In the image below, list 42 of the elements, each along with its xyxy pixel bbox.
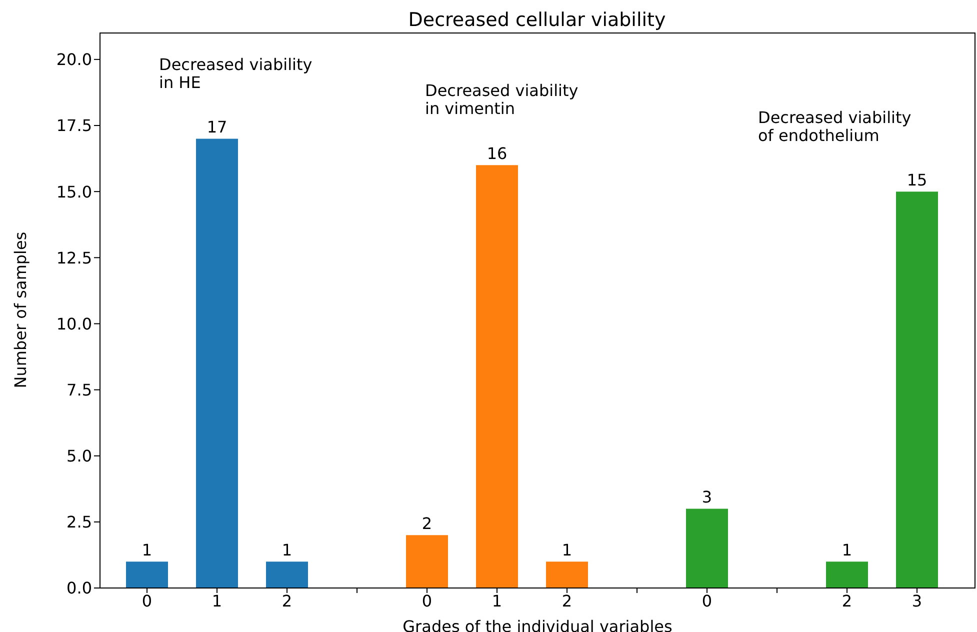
bar xyxy=(266,562,308,588)
data-label: 17 xyxy=(206,118,228,137)
data-label: 15 xyxy=(906,170,928,190)
x-tick-label: 1 xyxy=(212,591,222,610)
annotation: Decreased viability of endothelium xyxy=(758,108,912,145)
bar xyxy=(126,562,168,588)
x-tick-label: 0 xyxy=(142,591,152,610)
x-tick-label: 0 xyxy=(422,591,432,610)
y-tick-label: 10.0 xyxy=(56,314,92,334)
chart-title: Decreased cellular viability xyxy=(408,9,666,31)
data-label: 1 xyxy=(842,540,852,560)
y-tick-label: 15.0 xyxy=(56,182,92,202)
x-tick-label: 2 xyxy=(842,591,852,610)
y-tick-label: 20.0 xyxy=(56,50,92,70)
bar xyxy=(196,138,238,588)
bar xyxy=(476,165,518,588)
x-tick-label: 1 xyxy=(492,591,502,610)
y-tick-label: 5.0 xyxy=(66,446,92,466)
bar xyxy=(896,192,938,588)
data-label: 3 xyxy=(702,488,712,507)
x-tick-label: 2 xyxy=(282,591,292,610)
y-tick-label: 2.5 xyxy=(66,512,92,532)
y-axis-title: Number of samples xyxy=(11,232,30,388)
bar xyxy=(826,562,868,588)
y-tick-label: 7.5 xyxy=(66,380,92,400)
annotation: Decreased viability in HE xyxy=(159,55,312,92)
annotation: Decreased viability in vimentin xyxy=(425,81,578,118)
x-axis-title: Grades of the individual variables xyxy=(402,617,672,632)
data-label: 1 xyxy=(142,540,152,560)
data-label: 1 xyxy=(282,540,292,560)
data-label: 16 xyxy=(486,144,508,164)
x-tick-label: 0 xyxy=(702,591,712,610)
data-label: 1 xyxy=(562,540,572,560)
y-tick-label: 12.5 xyxy=(56,248,92,268)
bar xyxy=(546,562,588,588)
bar xyxy=(406,535,448,588)
y-tick-label: 17.5 xyxy=(56,116,92,136)
data-label: 2 xyxy=(422,514,432,534)
x-tick-label: 3 xyxy=(912,591,922,610)
x-tick-label: 2 xyxy=(562,591,572,610)
y-tick-label: 0.0 xyxy=(66,578,92,598)
bar xyxy=(686,508,728,588)
